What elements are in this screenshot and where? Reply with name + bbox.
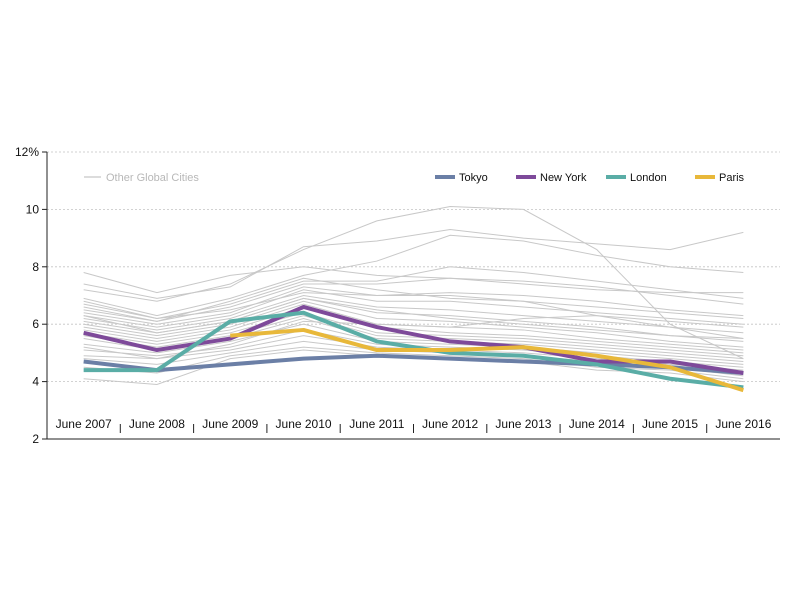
y-tick-label: 4 [32, 375, 39, 389]
other-city-line [83, 277, 744, 322]
other-city-line [83, 292, 744, 328]
other-city-line [83, 306, 744, 354]
series-line-london [83, 310, 744, 390]
legend-label-tokyo: Tokyo [459, 172, 488, 184]
other-city-line [83, 266, 744, 294]
legend-label-paris: Paris [719, 172, 745, 184]
x-tick-label: June 2013 [495, 417, 551, 431]
other-city-line [83, 277, 744, 322]
series-line-tokyo [83, 353, 744, 375]
other-city-line [83, 346, 744, 380]
legend-label-new-york: New York [540, 172, 587, 184]
x-tick-label: June 2016 [715, 417, 771, 431]
other-city-line [83, 315, 744, 360]
other-city-line [83, 300, 744, 348]
y-tick-label: 12% [15, 145, 39, 159]
other-city-line [83, 228, 744, 299]
other-city-line [83, 234, 744, 317]
y-tick-label: 8 [32, 260, 39, 274]
other-city-line [83, 206, 744, 360]
y-tick-label: 6 [32, 317, 39, 331]
series-line-paris [230, 327, 744, 393]
x-tick-label: June 2015 [642, 417, 698, 431]
x-tick-label: June 2011 [349, 417, 404, 431]
legend: Other Global Cities Tokyo New York London P… [84, 172, 745, 184]
x-tick-label: June 2014 [569, 417, 625, 431]
x-tick-label: June 2007 [56, 417, 112, 431]
other-city-line [83, 297, 744, 340]
other-city-line [83, 289, 744, 328]
y-tick-label: 2 [32, 432, 39, 446]
other-city-line [83, 294, 744, 334]
x-tick-label: June 2010 [276, 417, 332, 431]
legend-label-other-cities: Other Global Cities [106, 172, 199, 184]
y-tick-label: 10 [26, 202, 40, 216]
highlighted-series [83, 304, 744, 393]
axes: 2 4 6 8 10 12% June 2007 June 2008 June 2009 June… [15, 145, 780, 446]
x-tick-label: June 2009 [202, 417, 258, 431]
legend-label-london: London [630, 172, 667, 184]
other-city-line [83, 315, 744, 360]
x-tick-label: June 2012 [422, 417, 478, 431]
x-tick-label: June 2008 [129, 417, 185, 431]
